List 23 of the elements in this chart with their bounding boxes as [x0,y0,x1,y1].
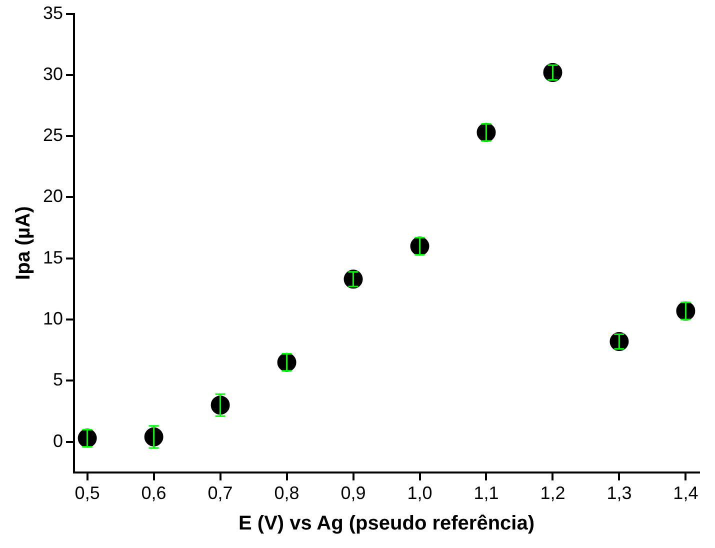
point [344,270,363,289]
x-tick-label: 1,3 [606,483,632,504]
x-axis-title: E (V) vs Ag (pseudo referência) [238,512,535,535]
y-tick-label: 15 [42,247,64,268]
y-tick-label: 30 [42,64,64,84]
x-tick-label: 0,5 [74,483,100,504]
y-tick-label: 25 [42,125,64,146]
y-tick-label: 20 [42,186,64,206]
x-tick-label: 1,1 [474,483,499,504]
y-tick-label: 5 [53,370,64,390]
y-tick-label: 10 [42,308,64,328]
x-tick-label: 0,8 [274,483,300,504]
x-tick-label: 1,2 [540,483,566,504]
y-tick-label: 0 [53,430,64,451]
y-tick-label: 35 [42,2,64,23]
y-axis-title: Ipa (µA) [12,206,35,280]
x-tick-label: 1,0 [407,483,432,504]
x-tick-label: 1,4 [673,483,698,504]
x-tick-label: 0,7 [208,483,233,504]
x-tick-label: 0,9 [340,483,366,504]
x-tick-label: 0,6 [141,483,166,504]
point [610,332,629,352]
point [543,63,562,82]
